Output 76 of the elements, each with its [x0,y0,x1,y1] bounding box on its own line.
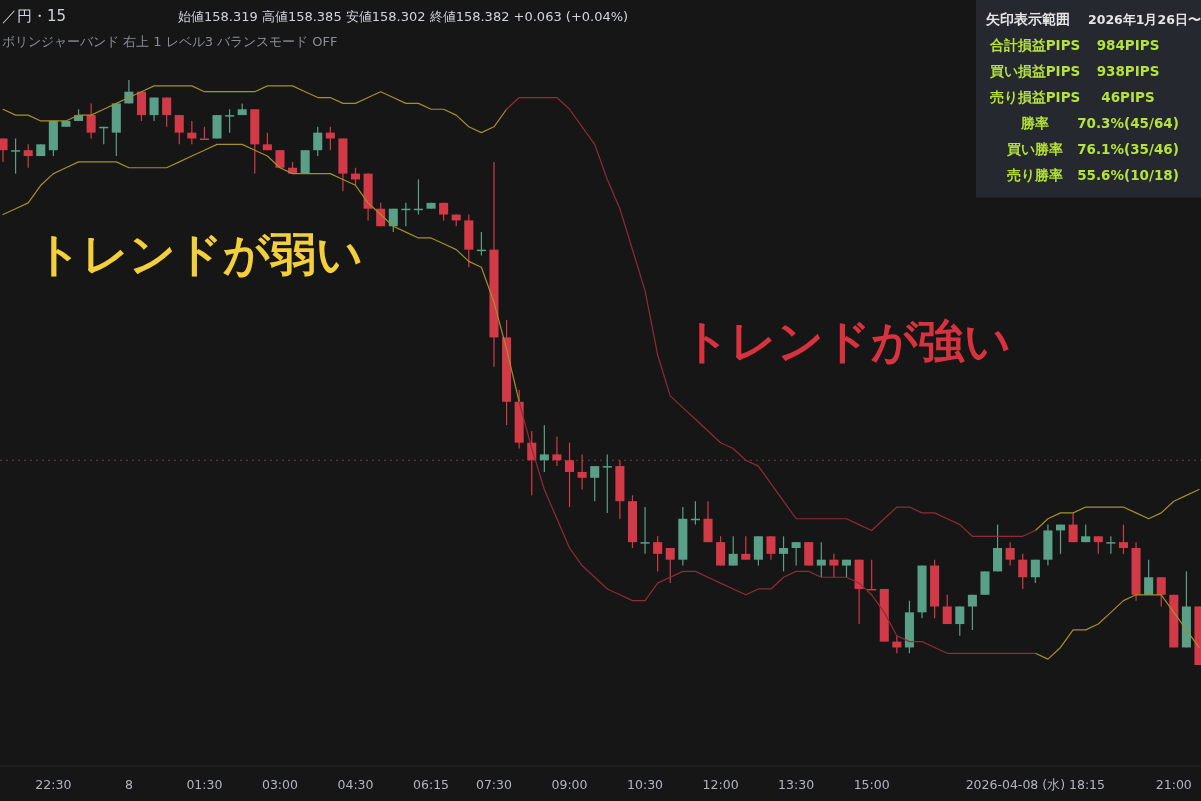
x-tick-label: 07:30 [475,777,513,792]
x-tick-label: 10:30 [627,777,664,792]
candlestick [11,137,21,175]
candlestick [552,436,562,467]
candlestick [716,535,726,567]
candlestick [753,535,763,567]
candlestick [564,442,575,508]
candlestick [325,126,335,151]
text: 938PIPS [1096,63,1160,79]
candlestick [980,570,990,596]
candlestick [602,453,612,514]
annotation: 46PIPS [1101,89,1155,105]
chart-subtitle: ボリンジャーバンド 右上 1 レベル3 バランスモード OFF [2,34,338,49]
candlestick [225,108,235,134]
candlestick [313,126,323,157]
candlestick [577,453,587,491]
candlestick [665,547,675,584]
x-tick-label: 13:30 [778,777,815,792]
candlestick [212,114,222,140]
annotation: 売り勝率 [1007,167,1063,183]
candlestick [791,541,801,567]
candlestick [640,506,650,555]
candlestick [779,535,789,572]
candlestick [1068,512,1078,543]
candlestick [728,535,738,567]
candlestick [741,535,751,561]
candlestick [816,541,826,578]
text: 2026年1月26日〜 [1088,12,1201,27]
candlestick [766,535,776,561]
candlestick [804,541,814,567]
text: 始値158.319 高値158.385 安値158.302 終値158.382 +0.063 (+0.04%) [178,9,629,24]
candlestick [187,120,197,145]
x-tick-label: 06:15 [413,777,450,792]
candlestick [1144,559,1154,596]
x-tick-label: 03:00 [261,777,299,792]
candlestick [1106,535,1116,555]
annotation: 55.6%(10/18) [1077,167,1179,183]
annotation: 売り損益PIPS [989,89,1081,105]
x-tick-label: 21:00 [1155,777,1192,792]
candlestick [162,96,172,128]
candlestick [653,535,663,572]
candlestick [1005,541,1015,567]
x-tick-label: 01:30 [186,777,223,792]
annotation: 76.1%(35/46) [1077,141,1179,157]
candlestick [136,91,147,122]
candlestick [993,524,1003,572]
candlestick [86,102,96,140]
candlestick [967,594,977,631]
text: 矢印表示範囲 [985,11,1070,27]
annotation: トレンドが弱い [35,227,363,281]
candlestick [1118,524,1128,555]
annotation: 勝率 [1020,115,1049,131]
candlestick [1156,576,1166,608]
annotation: トレンドが強い [683,314,1011,368]
chart-title: ／円・15 [2,7,67,25]
candlestick [703,500,713,543]
text: 買い損益PIPS [988,63,1081,79]
x-tick-label: 8 [124,777,133,792]
annotation: 70.3%(45/64) [1077,115,1179,131]
candlestick [23,143,33,169]
candlestick [942,594,952,625]
x-tick-label: 12:00 [702,777,739,792]
candlestick [174,114,184,145]
candlestick [590,465,600,502]
candlestick [829,553,839,578]
candlestick [1018,553,1028,590]
text: 984PIPS [1096,37,1160,53]
text: 合計損益PIPS [988,37,1081,53]
candlestick [539,424,549,473]
x-tick-label: 22:30 [35,777,72,792]
x-tick-label: 15:00 [853,777,890,792]
x-tick-label: 2026-04-08 (水) 18:15 [965,777,1106,792]
x-tick-label: 04:30 [337,777,374,792]
x-tick-label: 09:00 [551,777,588,792]
annotation: 買い勝率 [1006,141,1063,157]
candlestick [955,605,965,637]
